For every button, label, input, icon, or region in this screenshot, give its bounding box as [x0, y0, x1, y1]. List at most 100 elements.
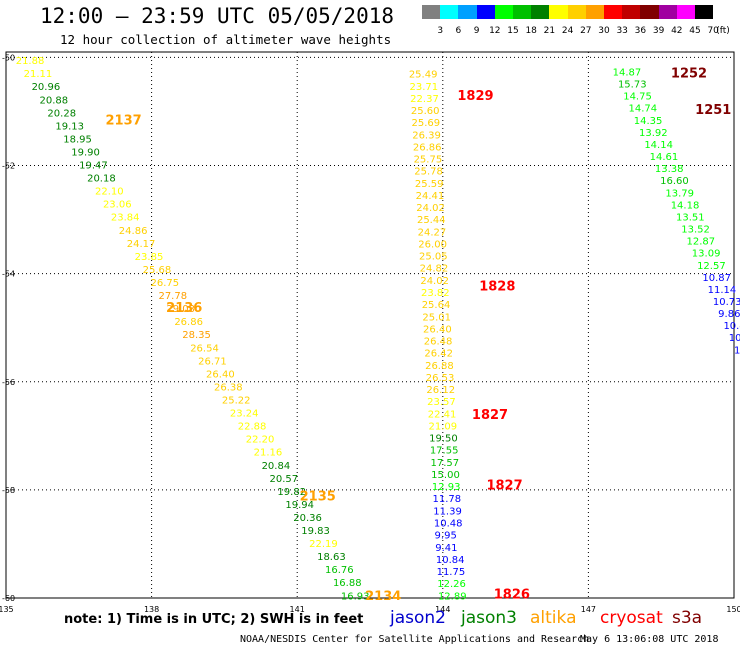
legend-swatch-36 [622, 5, 641, 19]
wave-height-value: 26.53 [426, 373, 455, 384]
wave-height-value: 10.4 [723, 321, 740, 332]
legend-swatch-6 [440, 5, 459, 19]
wave-height-value: 26.40 [423, 324, 452, 335]
wave-height-value: 23.06 [103, 200, 132, 211]
wave-height-value: 16.76 [325, 565, 354, 576]
wave-height-value: 23.82 [421, 288, 450, 299]
wave-height-value: 25.68 [143, 265, 172, 276]
legend-swatch-21 [531, 5, 550, 19]
generation-timestamp: May 6 13:06:08 UTC 2018 [580, 634, 719, 645]
wave-height-value: 23.85 [135, 252, 164, 263]
wave-height-value: 18.95 [63, 134, 92, 145]
lat-tick-label: -50 [2, 53, 15, 62]
legend-swatch-30 [585, 5, 604, 19]
wave-height-value: 26.71 [198, 356, 227, 367]
legend-label: 70 [707, 26, 719, 36]
wave-height-value: 20.96 [32, 82, 61, 93]
wave-height-value: 22.41 [428, 409, 457, 420]
legend-swatch-27 [567, 5, 586, 19]
wave-height-value: 13.52 [681, 225, 710, 236]
wave-height-value: 21.88 [16, 56, 45, 67]
wave-height-value: 12.57 [697, 261, 726, 272]
wave-height-value: 10.84 [436, 555, 465, 566]
wave-height-value: 11.75 [437, 567, 466, 578]
wave-height-value: 15.73 [618, 80, 647, 91]
wave-height-value: 20.88 [39, 95, 68, 106]
wave-height-value: 21.09 [428, 421, 457, 432]
lat-tick-label: -52 [2, 162, 15, 171]
wave-height-value: 22.37 [410, 94, 439, 105]
wave-height-value: 13.09 [692, 249, 721, 260]
wave-height-value: 12.93 [432, 482, 461, 493]
wave-height-value: 12.89 [438, 591, 467, 602]
wave-height-value: 20.36 [293, 513, 322, 524]
wave-height-value: 23.71 [410, 82, 439, 93]
lat-tick-label: -60 [2, 594, 15, 603]
pass-time-label: 1252 [671, 67, 707, 82]
wave-height-value: 26.40 [206, 369, 235, 380]
wave-height-value: 14.87 [613, 67, 642, 78]
wave-height-value: 25.75 [414, 155, 443, 166]
pass-time-label: 1827 [472, 408, 508, 423]
lon-tick-label: 138 [144, 605, 159, 614]
wave-height-value: 25.05 [419, 252, 448, 263]
wave-height-value: 10. [729, 333, 740, 344]
wave-height-value: 16.60 [660, 176, 689, 187]
wave-height-value: 9.86 [718, 309, 740, 320]
wave-height-value: 13.38 [655, 164, 684, 175]
wave-height-value: 20.28 [47, 108, 76, 119]
legend-swatch-42 [658, 5, 677, 19]
wave-height-value: 24.41 [416, 191, 445, 202]
pass-time-label: 1251 [695, 103, 731, 118]
wave-height-value: 26.88 [425, 361, 454, 372]
wave-height-value: 26.48 [424, 337, 453, 348]
legend-label: 6 [455, 26, 462, 36]
wave-height-value: 13.92 [639, 128, 668, 139]
wave-height-value: 9.41 [435, 543, 457, 554]
legend-label: 39 [652, 26, 665, 36]
map-frame [5, 51, 735, 599]
legend-swatch-70 [695, 5, 714, 19]
wave-height-value: 21.16 [254, 448, 283, 459]
wave-height-value: 22.20 [246, 435, 275, 446]
wave-height-value: 25.49 [409, 70, 438, 81]
wave-height-value: 19.94 [285, 500, 314, 511]
wave-height-value: 25.22 [222, 395, 251, 406]
wave-height-value: 11.14 [708, 285, 737, 296]
wave-height-value: 26.86 [174, 317, 203, 328]
legend-label: 33 [616, 26, 628, 36]
wave-height-value: 20.18 [87, 174, 116, 185]
legend-label: 21 [543, 26, 556, 36]
legend-label: 18 [525, 26, 537, 36]
lat-tick-label: -58 [2, 486, 15, 495]
wave-height-value: 19.83 [301, 526, 330, 537]
wave-height-value: 26.00 [418, 239, 447, 250]
wave-height-value: 10.73 [713, 297, 740, 308]
legend-label: 15 [507, 26, 519, 36]
footer-note: note: 1) Time is in UTC; 2) SWH is in fe… [64, 612, 364, 627]
wave-height-value: 19.82 [277, 487, 306, 498]
credit-line: NOAA/NESDIS Center for Satellite Applica… [240, 634, 590, 645]
legend-label: 45 [689, 26, 701, 36]
wave-height-value: 26.86 [413, 142, 442, 153]
satellite-label-s3a: s3a [672, 608, 703, 628]
wave-height-value: 24.02 [420, 276, 449, 287]
legend-swatch-3 [422, 5, 441, 19]
wave-height-value: 13.51 [676, 212, 705, 223]
wave-height-value: 26.39 [412, 130, 441, 141]
wave-height-value: 19.13 [55, 121, 84, 132]
wave-height-value: 10.87 [702, 273, 731, 284]
legend-swatch-24 [549, 5, 568, 19]
map-title: 12:00 — 23:59 UTC 05/05/2018 [40, 4, 395, 28]
wave-height-value: 12.87 [687, 237, 716, 248]
legend-label: 42 [671, 26, 683, 36]
legend-swatch-45 [676, 5, 695, 19]
legend-label: 3 [437, 26, 444, 36]
legend-label: 12 [489, 26, 501, 36]
legend-label: 9 [473, 26, 480, 36]
wave-height-value: 12.26 [437, 579, 466, 590]
wave-height-value: 24.82 [420, 264, 449, 275]
satellite-label-altika: altika [530, 608, 577, 628]
wave-height-value: 25.78 [414, 167, 443, 178]
wave-height-value: 13.79 [665, 188, 694, 199]
